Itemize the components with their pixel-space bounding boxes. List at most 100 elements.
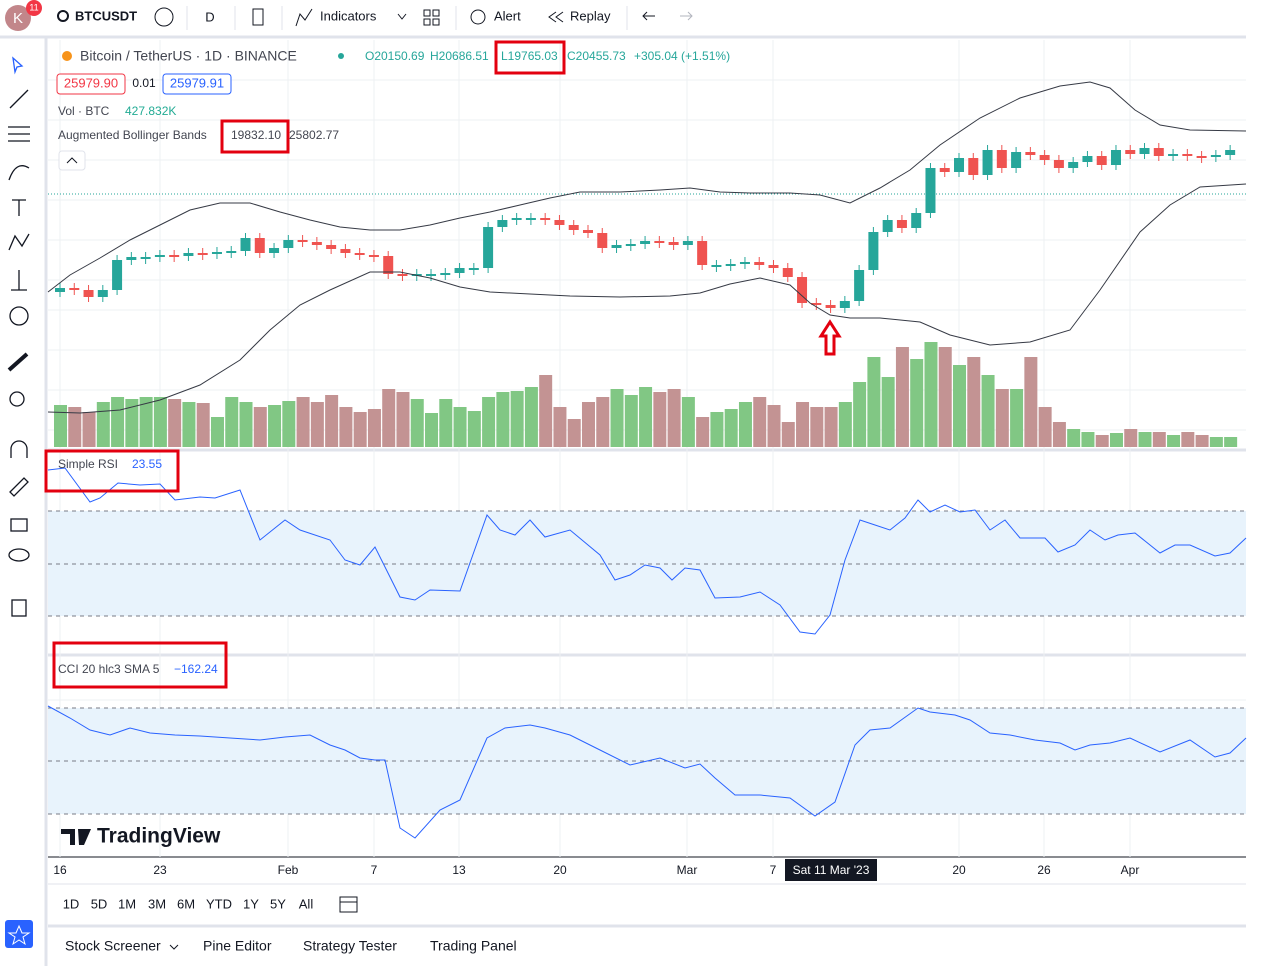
range-button[interactable]: All: [299, 896, 314, 911]
range-button[interactable]: 6M: [177, 896, 195, 911]
arrow: [818, 319, 842, 356]
range-button[interactable]: 5Y: [270, 896, 286, 911]
candle: [525, 218, 536, 220]
brush-tool[interactable]: [8, 165, 30, 181]
indicators-button[interactable]: Indicators: [320, 8, 377, 23]
volume-bar: [1224, 437, 1238, 447]
magnet-tool[interactable]: [10, 440, 28, 458]
candle: [1139, 148, 1150, 154]
volume-bar: [1038, 407, 1052, 447]
volume-bar: [796, 402, 810, 447]
alert-button[interactable]: Alert: [494, 8, 521, 23]
candle: [1182, 154, 1193, 156]
volume-bar: [881, 377, 895, 447]
pattern-tool[interactable]: [8, 233, 30, 251]
volume-bar: [168, 399, 182, 447]
candle: [697, 241, 708, 265]
volume-bar: [824, 407, 838, 447]
tab[interactable]: Strategy Tester: [303, 938, 397, 954]
tab[interactable]: Stock Screener: [65, 938, 161, 954]
volume-bar: [1010, 389, 1024, 447]
candle: [1011, 152, 1022, 168]
volume-bar: [253, 407, 267, 447]
range-button[interactable]: 1D: [63, 896, 80, 911]
volume-bar: [653, 392, 667, 447]
range-button[interactable]: 3M: [148, 896, 166, 911]
forecast-tool[interactable]: [11, 270, 27, 291]
line-tool[interactable]: [9, 89, 29, 109]
zoom-tool[interactable]: [9, 391, 25, 407]
candle: [1168, 154, 1179, 156]
chevron: [66, 157, 78, 164]
volume-bar: [1209, 437, 1223, 447]
volume-bar: [82, 412, 96, 447]
redo[interactable]: [680, 11, 693, 21]
volume-bar: [610, 389, 624, 447]
volume-bar: [268, 405, 282, 447]
tab[interactable]: Pine Editor: [203, 938, 272, 954]
time-label: 7: [371, 863, 378, 877]
toolbar: [7, 56, 30, 617]
text-tool[interactable]: [12, 199, 26, 216]
volume-bar: [539, 375, 553, 447]
candle: [383, 256, 394, 274]
tab[interactable]: Trading Panel: [430, 938, 517, 954]
replay-button[interactable]: Replay: [570, 8, 611, 23]
watermark: TradingView: [97, 825, 221, 848]
candle: [1053, 160, 1064, 168]
candle-icon[interactable]: [252, 8, 264, 26]
cursor-tool[interactable]: [12, 56, 24, 75]
symbol-logo: [62, 51, 72, 61]
candle: [83, 290, 94, 297]
volume-bar: [282, 401, 296, 447]
search-icon: [57, 10, 69, 22]
visibility-tool[interactable]: [8, 548, 30, 562]
undo[interactable]: [642, 11, 655, 21]
delete-tool[interactable]: [11, 599, 27, 617]
candle: [211, 252, 222, 254]
candle: [1196, 156, 1207, 158]
emoji-tool[interactable]: [9, 306, 29, 326]
ruler-tool[interactable]: [7, 352, 29, 372]
volume-bar: [738, 402, 752, 447]
time-label: Feb: [278, 863, 299, 877]
candle: [197, 253, 208, 255]
interval[interactable]: D: [205, 9, 214, 24]
volume-bar: [396, 392, 410, 447]
chevron[interactable]: [397, 13, 407, 20]
lock-tool[interactable]: [10, 518, 28, 532]
range-button[interactable]: 5D: [91, 896, 108, 911]
range-button[interactable]: 1M: [118, 896, 136, 911]
candle: [754, 262, 765, 265]
volume-bar: [382, 389, 396, 447]
candle: [811, 303, 822, 305]
volume-bar: [310, 402, 324, 447]
fib-tool[interactable]: [8, 126, 30, 142]
logo: [61, 829, 91, 845]
volume-bar: [724, 409, 738, 447]
range-button[interactable]: YTD: [206, 896, 232, 911]
candle: [611, 245, 622, 248]
candle: [254, 238, 265, 253]
draw-mode[interactable]: [9, 477, 29, 497]
layout-icon[interactable]: [423, 9, 440, 26]
watchlist-button[interactable]: [5, 920, 33, 948]
avatar[interactable]: [5, 5, 31, 31]
volume-bar: [1152, 432, 1166, 447]
add-icon[interactable]: [154, 7, 174, 27]
volume-bar: [353, 412, 367, 447]
symbol[interactable]: BTCUSDT: [75, 8, 137, 23]
range-bar: 1D 5D 1M 3M 6M YTD 1Y 5Y All: [63, 896, 314, 911]
indicator-icon: [295, 8, 313, 27]
range-button[interactable]: 1Y: [243, 896, 259, 911]
candle: [69, 288, 80, 290]
sell-button[interactable]: [56, 73, 126, 95]
candle: [825, 305, 836, 308]
buy-button[interactable]: [162, 73, 232, 95]
badge: [26, 0, 42, 16]
date-range-icon[interactable]: [339, 896, 358, 913]
collapse-button[interactable]: [58, 150, 86, 171]
volume-bar: [1181, 432, 1195, 447]
